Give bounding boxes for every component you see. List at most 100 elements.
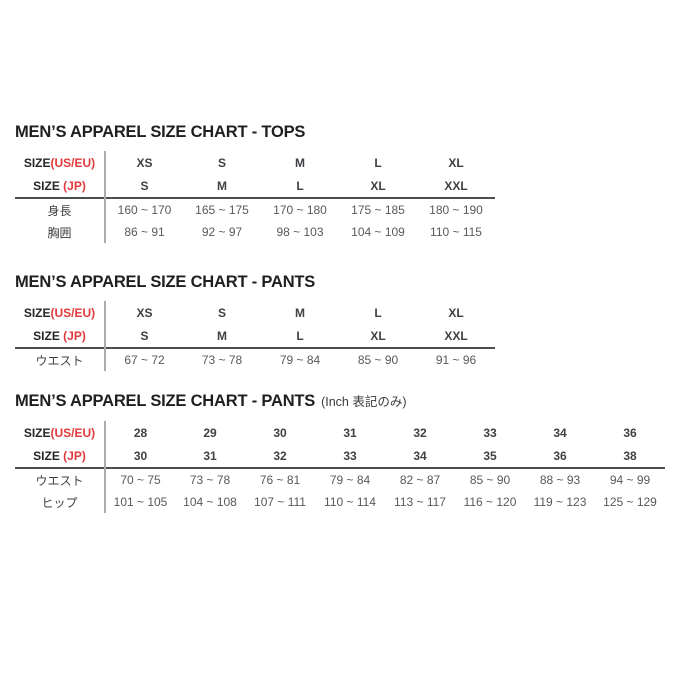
tops-size-chart-section: MEN’S APPAREL SIZE CHART - TOPS SIZE(US/… [15, 122, 495, 243]
pants-inch-jp-size-row: SIZE (JP) 30 31 32 33 34 35 36 38 [15, 444, 665, 468]
pants-inch-chart-title: MEN’S APPAREL SIZE CHART - PANTS (Inch 表記… [15, 391, 665, 412]
size-value: S [217, 305, 226, 320]
us-eu-region-label: (US/EU) [50, 305, 96, 320]
height-row-label: 身長 [15, 197, 106, 221]
pants-size-table: SIZE(US/EU) XS S M L XL SIZE (JP) S M L … [15, 301, 495, 371]
size-value: XL [370, 178, 386, 193]
pants-chart-title-text: MEN’S APPAREL SIZE CHART - PANTS [15, 273, 316, 291]
size-value: L [374, 305, 382, 320]
size-value: 36 [623, 425, 637, 440]
size-value: XS [136, 305, 153, 320]
pants-jp-size-row: SIZE (JP) S M L XL XXL [15, 324, 495, 348]
tops-chest-row: 胸囲 86 ~ 91 92 ~ 97 98 ~ 103 104 ~ 109 11… [15, 221, 495, 243]
jp-region-label: (JP) [63, 178, 86, 193]
pants-inch-us-eu-size-row: SIZE(US/EU) 28 29 30 31 32 33 34 36 [15, 421, 665, 444]
measure-value: 175 ~ 185 [339, 197, 417, 221]
measure-value: 67 ~ 72 [105, 347, 183, 371]
measure-value: 85 ~ 90 [455, 467, 525, 491]
tops-size-table: SIZE(US/EU) XS S M L XL SIZE (JP) S M L … [15, 151, 495, 243]
measure-value: 98 ~ 103 [276, 225, 324, 239]
pants-inch-size-chart-section: MEN’S APPAREL SIZE CHART - PANTS (Inch 表記… [15, 391, 665, 513]
measure-value: 170 ~ 180 [261, 197, 339, 221]
tops-jp-size-row: SIZE (JP) S M L XL XXL [15, 174, 495, 198]
pants-waist-row: ウエスト 67 ~ 72 73 ~ 78 79 ~ 84 85 ~ 90 91 … [15, 347, 495, 371]
pants-inch-chart-title-text: MEN’S APPAREL SIZE CHART - PANTS [15, 392, 316, 410]
size-value: 34 [553, 425, 567, 440]
measure-value: 70 ~ 75 [105, 467, 175, 491]
size-value: 33 [343, 448, 357, 463]
measure-value: 73 ~ 78 [183, 347, 261, 371]
size-value: S [217, 155, 226, 170]
size-word: SIZE [33, 178, 64, 193]
size-value: XL [370, 328, 386, 343]
jp-region-label: (JP) [63, 448, 86, 463]
size-value: XL [448, 305, 464, 320]
measure-value: 86 ~ 91 [124, 225, 165, 239]
measure-value: 104 ~ 109 [351, 225, 405, 239]
size-word: SIZE [23, 425, 51, 440]
size-value: L [296, 178, 304, 193]
size-jp-header-label: SIZE (JP) [15, 324, 106, 348]
measure-value: 110 ~ 115 [430, 225, 482, 239]
size-word: SIZE [23, 305, 51, 320]
size-jp-header-label: SIZE (JP) [15, 444, 106, 468]
waist-row-label: ウエスト [15, 347, 106, 371]
measure-value: 116 ~ 120 [463, 495, 517, 509]
pants-inch-hip-row: ヒップ 101 ~ 105 104 ~ 108 107 ~ 111 110 ~ … [15, 491, 665, 513]
size-value: 30 [133, 448, 148, 463]
measure-value: 94 ~ 99 [595, 467, 665, 491]
us-eu-region-label: (US/EU) [50, 425, 96, 440]
size-value: L [374, 155, 382, 170]
size-value: M [217, 328, 227, 343]
size-value: 31 [343, 425, 357, 440]
size-jp-header-label: SIZE (JP) [15, 174, 106, 198]
size-value: 34 [413, 448, 427, 463]
measure-value: 79 ~ 84 [315, 467, 385, 491]
pants-size-chart-section: MEN’S APPAREL SIZE CHART - PANTS SIZE(US… [15, 272, 495, 371]
size-us-eu-header-label: SIZE(US/EU) [15, 421, 106, 444]
measure-value: 92 ~ 97 [201, 225, 243, 239]
size-value: XXL [444, 178, 468, 193]
measure-value: 104 ~ 108 [183, 495, 237, 509]
tops-us-eu-size-row: SIZE(US/EU) XS S M L XL [15, 151, 495, 174]
tops-height-row: 身長 160 ~ 170 165 ~ 175 170 ~ 180 175 ~ 1… [15, 197, 495, 221]
size-value: 35 [483, 448, 497, 463]
measure-value: 113 ~ 117 [394, 495, 446, 509]
inch-only-note: (Inch 表記のみ) [321, 395, 407, 409]
pants-inch-waist-row: ウエスト 70 ~ 75 73 ~ 78 76 ~ 81 79 ~ 84 82 … [15, 467, 665, 491]
measure-value: 82 ~ 87 [385, 467, 455, 491]
tops-chart-title-text: MEN’S APPAREL SIZE CHART - TOPS [15, 123, 306, 141]
waist-row-label: ウエスト [15, 467, 106, 491]
hip-row-label: ヒップ [15, 491, 106, 513]
size-value: S [140, 178, 149, 193]
size-word: SIZE [33, 328, 64, 343]
size-value: S [140, 328, 149, 343]
size-value: 33 [483, 425, 497, 440]
measure-value: 73 ~ 78 [175, 467, 245, 491]
size-value: L [296, 328, 304, 343]
measure-value: 76 ~ 81 [245, 467, 315, 491]
pants-inch-size-table: SIZE(US/EU) 28 29 30 31 32 33 34 36 SIZE… [15, 421, 665, 513]
size-value: 32 [273, 448, 287, 463]
size-value: 31 [203, 448, 217, 463]
size-word: SIZE [23, 155, 51, 170]
size-word: SIZE [33, 448, 64, 463]
us-eu-region-label: (US/EU) [50, 155, 96, 170]
measure-value: 110 ~ 114 [324, 495, 376, 509]
size-value: M [295, 305, 305, 320]
size-value: 36 [553, 448, 567, 463]
pants-chart-title: MEN’S APPAREL SIZE CHART - PANTS [15, 272, 495, 292]
measure-value: 88 ~ 93 [525, 467, 595, 491]
measure-value: 85 ~ 90 [339, 347, 417, 371]
size-value: 38 [623, 448, 637, 463]
measure-value: 160 ~ 170 [105, 197, 183, 221]
size-value: 32 [413, 425, 427, 440]
size-value: XXL [444, 328, 468, 343]
measure-value: 125 ~ 129 [603, 495, 657, 509]
size-value: XL [448, 155, 464, 170]
size-value: 30 [273, 425, 287, 440]
size-value: 28 [133, 425, 148, 440]
measure-value: 107 ~ 111 [254, 495, 306, 509]
size-value: M [295, 155, 305, 170]
